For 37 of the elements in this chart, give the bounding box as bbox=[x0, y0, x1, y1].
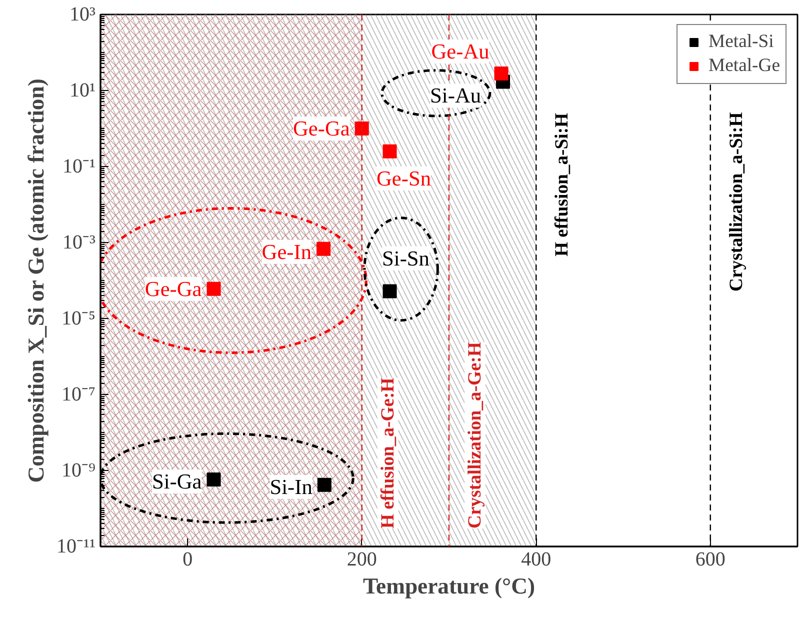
annotation: Ge-Ga bbox=[144, 276, 202, 301]
annotation: Si-Ga bbox=[152, 469, 202, 494]
y-tick-label: 10⁻³ bbox=[62, 232, 96, 254]
annotation: Si-Au bbox=[430, 84, 482, 108]
x-tick-label: 0 bbox=[182, 548, 193, 570]
legend-label: Metal-Si bbox=[708, 31, 774, 53]
annotation: Ge-Au bbox=[431, 40, 490, 64]
point bbox=[354, 122, 369, 136]
x-tick-label: 400 bbox=[521, 548, 552, 570]
y-axis-title: Composition X_Si or Ge (atomic fraction) bbox=[24, 78, 49, 483]
x-axis-title: Temperature (°C) bbox=[362, 574, 536, 598]
y-tick-label: 10⁻⁵ bbox=[62, 308, 96, 330]
x-tick-label: 200 bbox=[346, 548, 377, 570]
annotation: Si-Sn bbox=[382, 246, 430, 270]
x-tick-label: 600 bbox=[695, 548, 726, 570]
legend-label: Metal-Ge bbox=[708, 55, 780, 77]
annotation: Ge-In bbox=[262, 240, 312, 264]
y-tick-label: 10³ bbox=[70, 4, 96, 26]
y-tick-label: 10⁻⁹ bbox=[62, 460, 96, 482]
y-tick-label: 10⁻⁷ bbox=[62, 384, 96, 406]
annotation: Ge-Sn bbox=[376, 166, 432, 190]
point bbox=[206, 472, 221, 486]
point bbox=[382, 284, 397, 298]
ref-line-label: H effusion_a-Ge:H bbox=[377, 377, 398, 528]
y-tick-label: 10¹ bbox=[70, 80, 96, 102]
point bbox=[494, 66, 508, 81]
annotation: Si-In bbox=[270, 474, 313, 499]
point bbox=[206, 282, 221, 296]
y-tick-label: 10⁻¹¹ bbox=[56, 536, 96, 558]
ref-line-label: Crystallization_a-Ge:H bbox=[464, 341, 486, 528]
y-tick-label: 10⁻¹ bbox=[62, 156, 96, 178]
point bbox=[317, 478, 332, 492]
annotation: Ge-Ga bbox=[293, 116, 350, 140]
ref-line-label: H effusion_a-Si:H bbox=[552, 112, 573, 256]
point bbox=[382, 144, 397, 158]
ref-line-label: Crystallization_a-Si:H bbox=[726, 112, 747, 292]
point bbox=[316, 242, 331, 256]
